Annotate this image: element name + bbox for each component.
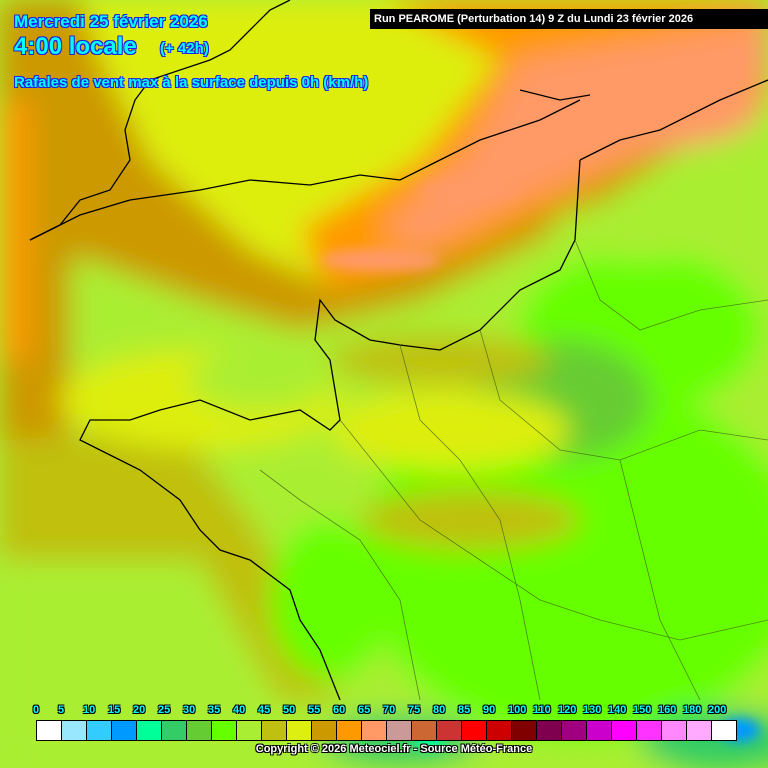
legend-label: 100 [508, 704, 527, 716]
legend-swatch [712, 721, 736, 740]
legend-swatch [387, 721, 412, 740]
legend-swatch [487, 721, 512, 740]
legend-swatch [562, 721, 587, 740]
legend-swatch [612, 721, 637, 740]
region-borders [259, 239, 768, 701]
forecast-offset: (+ 42h) [160, 40, 209, 57]
legend-swatch [312, 721, 337, 740]
legend-swatch [662, 721, 687, 740]
legend-swatch [437, 721, 462, 740]
legend-swatch [237, 721, 262, 740]
legend-swatch [462, 721, 487, 740]
legend-swatch [687, 721, 712, 740]
legend-swatch [362, 721, 387, 740]
legend-label: 15 [108, 704, 121, 716]
color-legend [36, 720, 737, 741]
legend-label: 20 [133, 704, 146, 716]
legend-swatch [262, 721, 287, 740]
legend-swatch [112, 721, 137, 740]
legend-swatch [62, 721, 87, 740]
coastline [29, 0, 768, 701]
legend-label: 140 [608, 704, 627, 716]
legend-label: 200 [708, 704, 727, 716]
legend-label: 90 [483, 704, 496, 716]
legend-swatch [587, 721, 612, 740]
legend-label: 85 [458, 704, 471, 716]
legend-label: 65 [358, 704, 371, 716]
legend-label: 120 [558, 704, 577, 716]
forecast-hour: 4:00 locale [14, 33, 137, 60]
legend-labels: 0 5 10 15 20 25 30 35 40 45 50 55 60 65 70 75 80 85 90 100 1… [33, 704, 737, 718]
legend-swatch [537, 721, 562, 740]
legend-label: 160 [658, 704, 677, 716]
legend-label: 45 [258, 704, 271, 716]
copyright: Copyright © 2026 Meteociel.fr - Source M… [255, 743, 533, 755]
legend-swatch [37, 721, 62, 740]
run-info: Run PEAROME (Perturbation 14) 9 Z du Lun… [370, 9, 768, 29]
legend-label: 70 [383, 704, 396, 716]
legend-label: 150 [633, 704, 652, 716]
legend-label: 10 [83, 704, 96, 716]
legend-label: 60 [333, 704, 346, 716]
legend-label: 130 [583, 704, 602, 716]
legend-swatch [412, 721, 437, 740]
forecast-date: Mercredi 25 février 2026 [14, 12, 208, 31]
legend-label: 35 [208, 704, 221, 716]
legend-label: 0 [33, 704, 40, 716]
legend-swatch [637, 721, 662, 740]
legend-label: 55 [308, 704, 321, 716]
legend-label: 180 [683, 704, 702, 716]
legend-label: 50 [283, 704, 296, 716]
legend-label: 110 [533, 704, 551, 716]
legend-swatch [337, 721, 362, 740]
legend-swatch [162, 721, 187, 740]
legend-swatch [187, 721, 212, 740]
legend-swatch [512, 721, 537, 740]
legend-swatch [137, 721, 162, 740]
parameter-title: Rafales de vent max à la surface depuis … [14, 74, 369, 91]
legend-label: 25 [158, 704, 171, 716]
legend-swatch [87, 721, 112, 740]
legend-label: 30 [183, 704, 196, 716]
legend-swatch [212, 721, 237, 740]
legend-label: 75 [408, 704, 421, 716]
legend-swatch [287, 721, 312, 740]
legend-label: 5 [58, 704, 65, 716]
legend-label: 40 [233, 704, 246, 716]
legend-label: 80 [433, 704, 446, 716]
